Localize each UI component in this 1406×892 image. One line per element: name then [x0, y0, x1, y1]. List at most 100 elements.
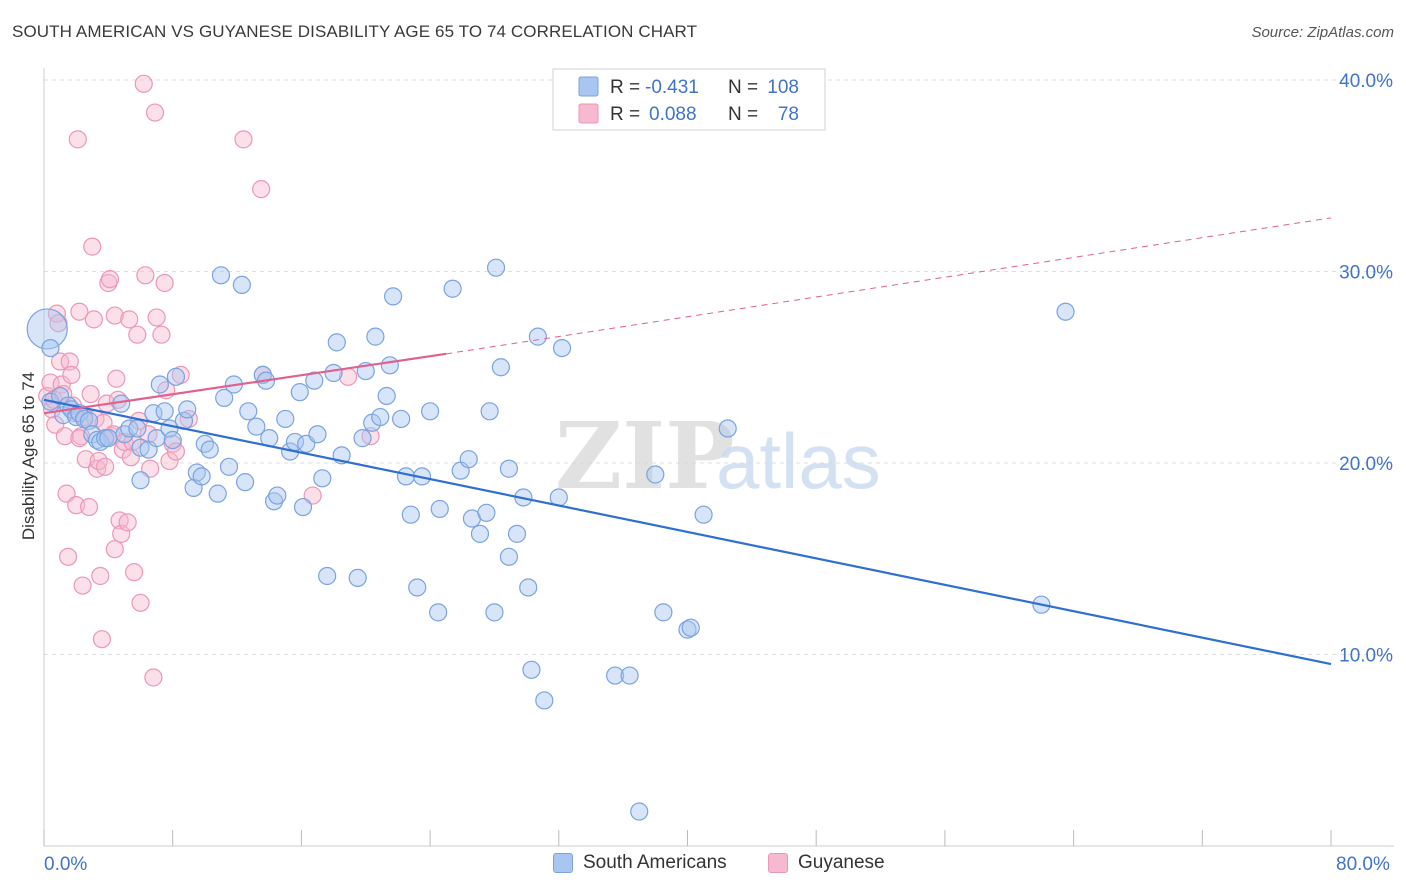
- south-americans-point-10: [79, 411, 99, 430]
- x-tick-label-min: 0.0%: [44, 854, 87, 875]
- guyanese-point-14: [62, 365, 81, 385]
- south-americans-point-106: [681, 618, 700, 637]
- legend-n-label-2: N =: [728, 104, 758, 125]
- south-americans-points: [26, 258, 1075, 821]
- south-americans-point-46: [253, 365, 272, 385]
- y-axis-label: Disability Age 65 to 74: [19, 372, 38, 540]
- south-americans-point-73: [392, 409, 411, 429]
- legend-swatch-guyanese: [578, 103, 599, 124]
- south-americans-point-72: [383, 287, 403, 306]
- correlation-legend: R = -0.431 N = 108 R = 0.088 N = 78: [552, 68, 826, 131]
- guyanese-point-63: [155, 273, 174, 293]
- legend-r-value-1: -0.431: [645, 77, 699, 98]
- guyanese-point-56: [136, 266, 155, 285]
- south-americans-point-75: [401, 505, 420, 524]
- guyanese-point-26: [83, 237, 102, 256]
- south-americans-point-87: [480, 402, 499, 421]
- south-americans-point-90: [491, 358, 510, 377]
- guyanese-points: [38, 74, 380, 687]
- south-americans-point-25: [150, 375, 169, 394]
- south-americans-point-55: [293, 497, 313, 517]
- south-americans-point-42: [232, 275, 251, 295]
- guyanese-point-18: [68, 130, 87, 149]
- legend-r-value-2: 0.088: [649, 104, 697, 125]
- south-americans-point-19: [128, 419, 147, 438]
- south-americans-point-29: [166, 367, 186, 386]
- y-tick-label-30: 30.0%: [1339, 263, 1393, 284]
- x-ticks: [43, 830, 1332, 846]
- south-americans-point-79: [429, 603, 448, 622]
- legend-item-guyanese: Guyanese: [768, 852, 885, 874]
- legend-swatch-blue: [553, 853, 573, 873]
- legend-swatch-south-americans: [578, 76, 599, 97]
- legend-item-south-americans: South Americans: [553, 852, 727, 874]
- guyanese-point-48: [120, 310, 139, 329]
- watermark-zip: ZIP: [555, 402, 734, 510]
- south-americans-point-51: [276, 409, 295, 429]
- guyanese-point-7: [50, 352, 70, 371]
- x-tick-label-max: 80.0%: [1336, 854, 1390, 875]
- south-americans-point-78: [421, 402, 440, 421]
- south-americans-point-85: [470, 524, 490, 543]
- south-americans-point-107: [694, 505, 713, 524]
- south-americans-point-40: [219, 457, 239, 476]
- south-americans-point-76: [408, 578, 427, 597]
- guyanese-point-25: [81, 384, 100, 404]
- south-americans-point-61: [324, 363, 343, 383]
- guyanese-point-40: [105, 306, 124, 325]
- guyanese-point-71: [252, 180, 271, 199]
- guyanese-point-51: [124, 563, 144, 582]
- guyanese-point-65: [160, 451, 179, 471]
- guyanese-point-67: [166, 442, 186, 461]
- guyanese-point-44: [112, 524, 131, 543]
- south-americans-point-21: [131, 471, 150, 490]
- guyanese-point-47: [118, 513, 137, 532]
- chart-title: SOUTH AMERICAN VS GUYANESE DISABILITY AG…: [12, 22, 698, 41]
- south-americans-point-71: [380, 356, 399, 375]
- south-americans-point-95: [519, 578, 538, 597]
- guyanese-point-62: [152, 325, 171, 344]
- south-americans-point-108: [718, 419, 737, 438]
- guyanese-point-24: [79, 497, 99, 517]
- south-americans-point-93: [507, 524, 527, 543]
- chart-source: Source: ZipAtlas.com: [1251, 24, 1394, 41]
- watermark-atlas: atlas: [716, 417, 881, 505]
- south-americans-point-102: [620, 666, 639, 685]
- south-americans-point-91: [499, 547, 519, 566]
- legend-label-south-americans: South Americans: [583, 852, 727, 873]
- south-americans-point-15: [99, 429, 118, 448]
- south-americans-point-81: [443, 279, 462, 298]
- trend-line-guyanese-solid: [43, 352, 447, 415]
- trend-line-guyanese-dashed: [446, 217, 1332, 355]
- x-tick-labels: 0.0% 80.0%: [44, 854, 1390, 875]
- south-americans-point-64: [348, 568, 367, 588]
- guyanese-point-59: [144, 668, 163, 687]
- guyanese-point-31: [91, 566, 110, 586]
- south-americans-point-0: [26, 308, 68, 350]
- south-americans-point-110: [1056, 302, 1075, 321]
- watermark: ZIP atlas: [555, 402, 881, 510]
- guyanese-point-37: [100, 270, 120, 289]
- guyanese-point-19: [70, 302, 89, 321]
- trend-line-south-americans: [43, 398, 1332, 666]
- south-americans-point-70: [377, 386, 396, 406]
- south-americans-point-24: [147, 429, 166, 448]
- south-americans-point-31: [178, 400, 197, 419]
- south-americans-point-45: [247, 417, 266, 436]
- south-americans-point-57: [305, 371, 324, 390]
- y-tick-label-20: 20.0%: [1339, 454, 1393, 475]
- south-americans-point-37: [208, 484, 227, 503]
- south-americans-point-97: [528, 327, 547, 346]
- south-americans-point-111: [630, 802, 649, 821]
- south-americans-point-1: [41, 339, 60, 358]
- south-americans-point-69: [371, 407, 390, 427]
- south-americans-point-100: [552, 339, 572, 358]
- south-americans-point-92: [499, 459, 519, 478]
- south-americans-point-98: [535, 691, 554, 710]
- legend-n-value-2: 78: [778, 104, 799, 125]
- south-americans-point-83: [459, 450, 478, 469]
- south-americans-point-49: [264, 492, 284, 511]
- legend-r-label-2: R =: [610, 104, 640, 125]
- guyanese-point-60: [145, 103, 165, 122]
